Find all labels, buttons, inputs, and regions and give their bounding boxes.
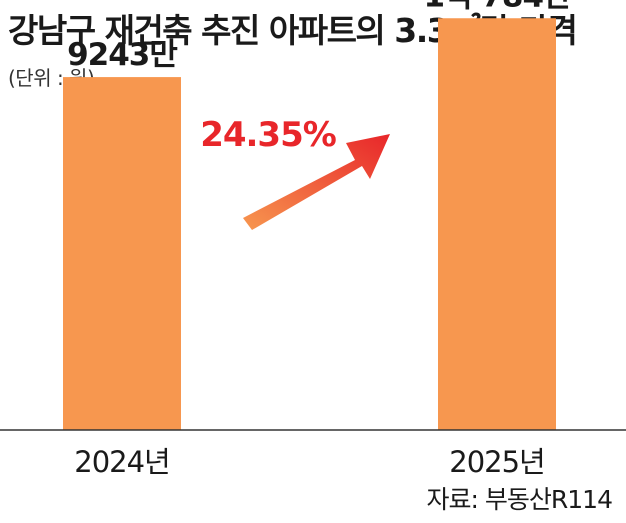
x-tick-label-1: 2025년 — [449, 445, 544, 479]
data-label-1: 1억 784만 — [423, 0, 571, 14]
growth-arrow-icon — [243, 134, 390, 230]
x-tick-label-0: 2024년 — [74, 445, 169, 479]
source-note: 자료: 부동산R114 — [426, 485, 613, 514]
data-label-0: 9243만 — [67, 37, 177, 73]
change-percent-label: 24.35% — [200, 115, 336, 155]
bar-1 — [438, 18, 556, 430]
bar-0 — [63, 77, 181, 431]
